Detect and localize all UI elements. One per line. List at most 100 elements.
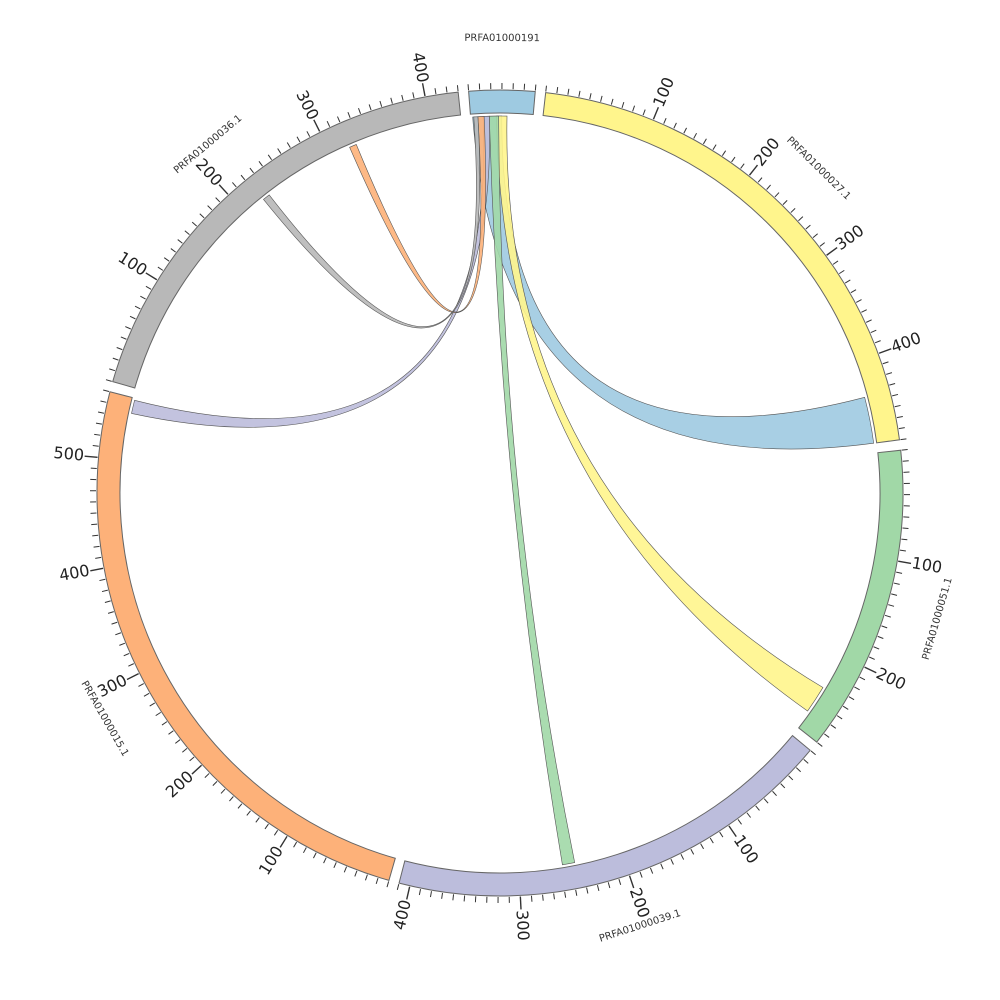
ticks-layer <box>84 83 912 910</box>
minor-tick <box>134 305 141 310</box>
minor-tick <box>893 582 900 585</box>
major-tick <box>878 348 892 354</box>
minor-tick <box>161 721 168 726</box>
minor-tick <box>441 892 443 899</box>
minor-tick <box>589 93 592 100</box>
link-PRFA01000191-to-PRFA01000051.1-1 <box>496 115 824 712</box>
minor-tick <box>101 589 108 593</box>
minor-tick <box>92 445 99 447</box>
minor-tick <box>884 614 891 618</box>
minor-tick <box>368 104 372 111</box>
minor-tick <box>891 593 898 596</box>
minor-tick <box>323 857 327 864</box>
minor-tick <box>709 837 714 844</box>
minor-tick <box>337 116 341 123</box>
minor-tick <box>901 448 908 451</box>
major-tick <box>652 106 660 120</box>
minor-tick <box>719 831 724 838</box>
minor-tick <box>145 285 152 290</box>
minor-tick <box>100 400 107 403</box>
minor-tick <box>129 315 136 320</box>
minor-tick <box>545 85 547 92</box>
minor-tick <box>861 309 867 313</box>
minor-tick <box>896 416 903 419</box>
minor-tick <box>898 427 905 430</box>
minor-tick <box>805 224 811 230</box>
minor-tick <box>693 132 698 139</box>
tick-label: 400 <box>408 51 432 85</box>
minor-tick <box>140 295 146 300</box>
minor-tick <box>445 86 448 93</box>
minor-tick <box>109 368 116 372</box>
minor-tick <box>854 686 860 691</box>
minor-tick <box>149 702 156 707</box>
minor-tick <box>838 269 845 275</box>
minor-tick <box>795 767 802 773</box>
minor-tick <box>104 600 111 603</box>
minor-tick <box>452 894 455 901</box>
minor-tick <box>105 379 112 382</box>
minor-tick <box>237 803 243 809</box>
minor-tick <box>534 84 537 91</box>
minor-tick <box>774 192 780 198</box>
minor-tick <box>258 161 263 167</box>
minor-tick <box>881 625 888 629</box>
link-PRFA01000191-to-PRFA01000036.1-5 <box>263 116 481 329</box>
major-tick <box>748 164 759 176</box>
minor-tick <box>163 257 170 262</box>
minor-tick <box>116 347 123 351</box>
minor-tick <box>249 167 254 174</box>
minor-tick <box>199 213 205 219</box>
minor-tick <box>832 260 839 265</box>
minor-tick <box>312 852 317 859</box>
minor-tick <box>456 85 459 92</box>
minor-tick <box>889 383 896 386</box>
minor-tick <box>859 676 866 681</box>
segment-PRFA01000015.1 <box>96 391 396 882</box>
minor-tick <box>575 889 578 896</box>
minor-tick <box>358 108 362 114</box>
minor-tick <box>111 621 118 625</box>
minor-tick <box>690 848 695 855</box>
minor-tick <box>596 884 600 892</box>
minor-tick <box>354 870 358 877</box>
minor-tick <box>660 863 664 870</box>
minor-tick <box>737 819 742 825</box>
segment-label-PRFA01000191: PRFA01000191 <box>464 33 540 44</box>
minor-tick <box>95 422 102 425</box>
minor-tick <box>128 663 135 667</box>
minor-tick <box>273 830 279 836</box>
minor-tick <box>396 883 400 891</box>
minor-tick <box>607 882 611 889</box>
minor-tick <box>97 411 105 414</box>
minor-tick <box>855 299 862 303</box>
major-tick <box>126 673 139 681</box>
segment-PRFA01000039.1 <box>398 734 811 897</box>
minor-tick <box>92 534 99 537</box>
minor-tick <box>782 200 788 206</box>
minor-tick <box>99 578 106 582</box>
major-tick <box>90 567 104 572</box>
minor-tick <box>894 404 901 408</box>
minor-tick <box>333 862 337 869</box>
tick-label: 200 <box>873 664 909 694</box>
major-tick <box>84 455 98 459</box>
tick-label: 400 <box>888 328 923 356</box>
minor-tick <box>824 733 830 738</box>
major-tick <box>145 272 158 281</box>
minor-tick <box>207 205 213 211</box>
minor-tick <box>755 805 760 811</box>
major-tick <box>898 560 912 565</box>
tick-label: 300 <box>832 221 868 254</box>
minor-tick <box>386 881 390 888</box>
minor-tick <box>766 184 771 190</box>
minor-tick <box>618 878 622 885</box>
minor-tick <box>94 433 101 436</box>
tick-label: 200 <box>626 885 654 920</box>
segment-PRFA01000051.1 <box>797 449 904 743</box>
minor-tick <box>93 545 100 548</box>
tick-label: 100 <box>649 74 678 109</box>
minor-tick <box>343 866 348 873</box>
minor-tick <box>347 112 351 119</box>
minor-tick <box>553 893 555 900</box>
